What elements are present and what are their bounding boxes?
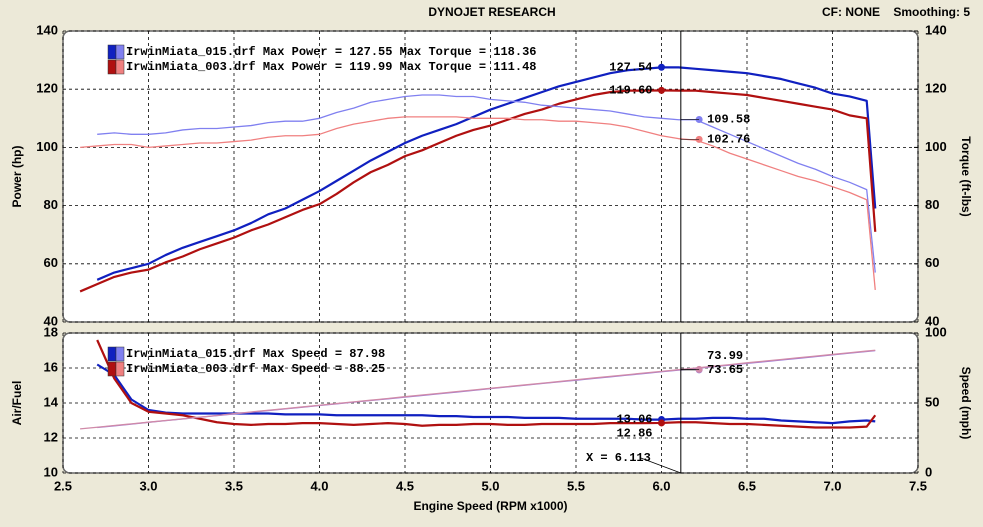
window-title: DYNOJET RESEARCH: [428, 5, 555, 19]
y2-axis-title: Torque (ft-lbs): [959, 136, 973, 216]
legend-text: IrwinMiata_003.drf Max Power = 119.99 Ma…: [126, 60, 536, 74]
smoothing-status: Smoothing: 5: [893, 5, 970, 19]
y-axis-title: Air/Fuel: [10, 381, 24, 426]
legend-swatch: [115, 44, 125, 60]
x-tick-label: 6.5: [738, 478, 756, 493]
series-line: [79, 89, 877, 293]
legend-text: IrwinMiata_015.drf Max Speed = 87.98: [126, 347, 385, 361]
y2-tick-label: 40: [925, 313, 939, 328]
x-tick-label: 5.5: [567, 478, 585, 493]
series-line: [97, 94, 876, 273]
x-tick-label: 7.0: [823, 478, 841, 493]
x-tick-label: 2.5: [54, 478, 72, 493]
y2-tick-label: 140: [925, 22, 947, 37]
x-tick-label: 4.0: [310, 478, 328, 493]
x-tick-label: 7.5: [909, 478, 927, 493]
marker-label: 119.60: [609, 84, 652, 98]
y-tick-label: 120: [36, 81, 58, 96]
y2-tick-label: 100: [925, 324, 947, 339]
cursor-leader: [640, 457, 681, 474]
marker-label: 127.54: [609, 60, 652, 74]
x-tick-label: 3.0: [139, 478, 157, 493]
y-tick-label: 14: [44, 394, 59, 409]
cursor-label: X = 6.113: [586, 451, 651, 465]
y-tick-label: 80: [44, 197, 58, 212]
legend-swatch: [107, 346, 117, 362]
y-tick-label: 60: [44, 255, 58, 270]
series-line: [96, 66, 877, 281]
legend-swatch: [115, 59, 125, 75]
marker-dot: [658, 63, 665, 71]
y2-tick-label: 60: [925, 255, 939, 270]
y-axis-title: Power (hp): [10, 145, 24, 207]
x-tick-label: 4.5: [396, 478, 414, 493]
series-line: [80, 116, 876, 291]
x-tick-label: 3.5: [225, 478, 243, 493]
legend-swatch: [107, 361, 117, 377]
legend-swatch: [107, 59, 117, 75]
marker-label: 73.99: [707, 349, 743, 363]
y-tick-label: 16: [44, 359, 58, 374]
legend-text: IrwinMiata_015.drf Max Power = 127.55 Ma…: [126, 45, 536, 59]
legend-swatch: [115, 346, 125, 362]
y-tick-label: 140: [36, 22, 58, 37]
series-line: [96, 339, 877, 429]
marker-label: 109.58: [707, 113, 750, 127]
cf-status: CF: NONE: [822, 5, 880, 19]
y2-axis-title: Speed (mph): [959, 367, 973, 440]
y2-tick-label: 50: [925, 394, 939, 409]
legend-swatch: [115, 361, 125, 377]
y-tick-label: 12: [44, 429, 58, 444]
marker-label: 73.65: [707, 363, 743, 377]
marker-label: 13.06: [616, 413, 652, 427]
marker-dot: [658, 86, 665, 94]
y2-tick-label: 120: [925, 81, 947, 96]
y-tick-label: 100: [36, 139, 58, 154]
series-line: [96, 363, 876, 425]
x-tick-label: 6.0: [652, 478, 670, 493]
legend-swatch: [107, 44, 117, 60]
marker-label: 102.76: [707, 133, 750, 147]
x-axis-title: Engine Speed (RPM x1000): [413, 499, 567, 513]
marker-dot: [658, 419, 665, 427]
y-tick-label: 40: [44, 313, 58, 328]
series-line: [80, 349, 876, 430]
marker-label: 12.86: [616, 427, 652, 441]
y2-tick-label: 80: [925, 197, 939, 212]
y2-tick-label: 0: [925, 464, 932, 479]
legend-text: IrwinMiata_003.drf Max Speed = 88.25: [126, 362, 385, 376]
y2-tick-label: 100: [925, 139, 947, 154]
y-tick-label: 10: [44, 464, 58, 479]
y-tick-label: 18: [44, 324, 58, 339]
x-tick-label: 5.0: [481, 478, 499, 493]
